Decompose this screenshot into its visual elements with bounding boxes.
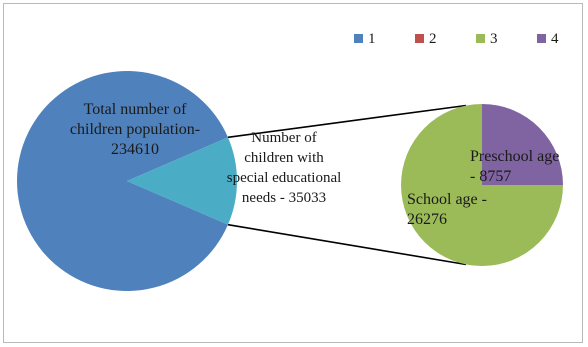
slice-number-of-children-with-special-educational-needs [127, 137, 237, 225]
data-label-school-age: School age - 26276 [407, 191, 487, 228]
data-label-special-needs-line: needs - 35033 [242, 190, 326, 206]
slice-preschool-age [482, 104, 563, 185]
data-label-total-population-line: Total number of [84, 101, 188, 118]
connector-line-bottom [227, 223, 467, 266]
legend-swatch-3 [476, 34, 485, 43]
legend-swatch-2 [415, 34, 424, 43]
legend: 1 2 3 4 [354, 31, 559, 47]
chart-area: Total number of children population- 23461… [3, 3, 583, 343]
data-label-total-population: Total number of children population- 23461… [70, 101, 200, 158]
legend-swatch-1 [354, 34, 363, 43]
legend-swatch-4 [537, 34, 546, 43]
legend-label-4: 4 [551, 31, 559, 47]
data-label-special-needs-line: Number of [251, 130, 316, 146]
legend-label-3: 3 [490, 31, 498, 47]
legend-label-1: 1 [368, 31, 376, 47]
secondary-pie [401, 104, 563, 266]
data-label-preschool-age-line: - 8757 [470, 168, 511, 185]
data-label-preschool-age: Preschool age - 8757 [470, 148, 559, 185]
slice-total-number-of-children-population [16, 70, 228, 291]
pie-of-pie-chart: Total number of children population- 23461… [16, 31, 563, 291]
data-label-school-age-line: 26276 [407, 211, 447, 228]
data-label-total-population-line: children population- [70, 121, 200, 138]
connector-lines [227, 104, 467, 266]
data-label-special-needs-line: special educational [227, 170, 342, 186]
connector-line-top [227, 104, 467, 139]
data-label-school-age-line: School age - [407, 191, 487, 208]
data-labels: Total number of children population- 23461… [70, 101, 559, 228]
main-pie [16, 70, 237, 291]
data-label-special-needs: Number of children with special educationa… [227, 130, 342, 206]
data-label-preschool-age-line: Preschool age [470, 148, 559, 165]
data-label-total-population-line: 234610 [111, 141, 159, 158]
legend-label-2: 2 [429, 31, 437, 47]
data-label-special-needs-line: children with [244, 150, 324, 166]
